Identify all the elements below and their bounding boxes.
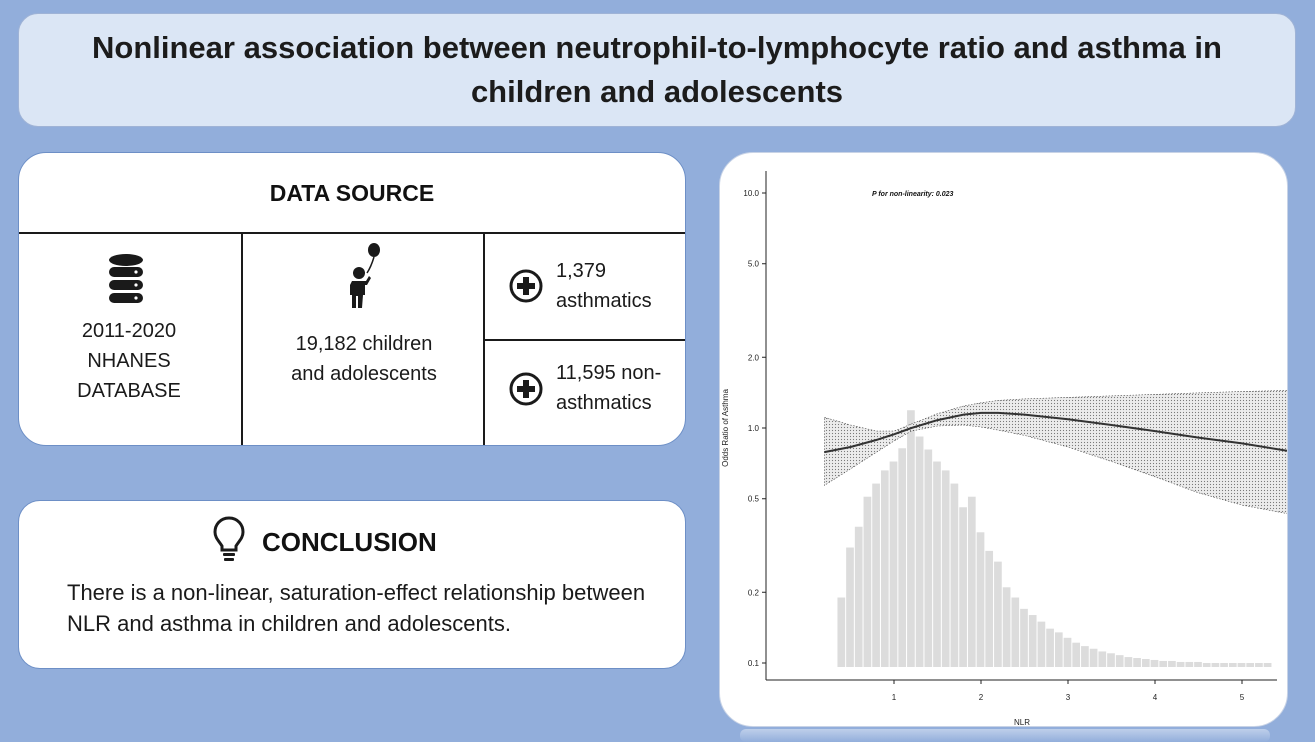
histogram-bar — [1255, 663, 1263, 667]
database-icon — [109, 254, 143, 303]
conclusion-text: There is a non-linear, saturation-effect… — [67, 580, 646, 636]
histogram-bar — [907, 410, 915, 667]
y-tick-label: 2.0 — [748, 353, 760, 362]
y-ticks: 0.1 0.2 0.5 1.0 2.0 5.0 10.0 — [743, 189, 766, 668]
histogram-bar — [1054, 632, 1063, 667]
histogram-bar — [1037, 621, 1046, 667]
histogram-bar — [1124, 657, 1133, 667]
histogram-bar — [898, 448, 907, 667]
chart-panel: 0.1 0.2 0.5 1.0 2.0 5.0 10.0 1 2 3 4 5 P for non-l… — [719, 152, 1288, 727]
histogram-bar — [1133, 658, 1141, 667]
histogram-bar — [1211, 663, 1220, 667]
histogram-bar — [994, 561, 1002, 667]
odds-ratio-line — [824, 411, 1287, 454]
plus-circle-icon — [509, 269, 543, 303]
conclusion-heading: CONCLUSION — [262, 527, 437, 557]
histogram-bar — [1176, 661, 1185, 667]
histogram-bar — [1028, 615, 1037, 667]
y-axis-title: Odds Ratio of Asthma — [721, 389, 730, 467]
y-tick-label: 0.2 — [748, 588, 760, 597]
asthmatics-text: 1,379 asthmatics — [556, 260, 652, 312]
histogram-bar — [889, 461, 898, 667]
y-tick-label: 5.0 — [748, 260, 760, 269]
divider — [19, 232, 685, 234]
child-balloon-icon — [350, 243, 380, 308]
histogram-bar — [1150, 659, 1159, 667]
histogram-bar — [1046, 628, 1054, 667]
histogram-bar — [950, 483, 959, 667]
x-tick-label: 4 — [1153, 693, 1158, 702]
p-value-annotation: P for non-linearity: 0.023 — [872, 191, 954, 198]
histogram-bar — [1072, 642, 1081, 667]
histogram-bar — [1002, 587, 1011, 667]
data-source-heading: DATA SOURCE — [269, 179, 435, 206]
histogram-bar — [1263, 663, 1272, 667]
histogram-bar — [1115, 655, 1124, 667]
histogram-bar — [1228, 663, 1237, 667]
database-text: 2011-2020 NHANES DATABASE — [77, 320, 181, 402]
histogram-bar — [1107, 653, 1115, 667]
chart-reflection — [740, 729, 1270, 742]
divider — [241, 233, 243, 445]
y-tick-label: 10.0 — [743, 189, 759, 198]
histogram-bar — [1168, 660, 1176, 667]
y-tick-label: 0.1 — [748, 659, 760, 668]
x-axis-title: NLR — [1014, 718, 1030, 727]
histogram-bar — [846, 547, 854, 667]
histogram-bar — [967, 496, 976, 667]
spline-chart: 0.1 0.2 0.5 1.0 2.0 5.0 10.0 1 2 3 4 5 P for non-l… — [721, 171, 1287, 727]
population-text: 19,182 children and adolescents — [291, 333, 437, 385]
data-source-panel: DATA SOURCE 2011-2020 NHANES DATABASE 19… — [18, 152, 686, 446]
histogram-bar — [985, 550, 994, 667]
histogram-bar — [1020, 608, 1028, 667]
histogram-bar — [1202, 663, 1211, 667]
x-tick-label: 5 — [1240, 693, 1245, 702]
y-tick-label: 0.5 — [748, 495, 760, 504]
page-title: Nonlinear association between neutrophil… — [92, 30, 1222, 109]
histogram-bar — [1220, 663, 1228, 667]
divider — [484, 339, 685, 341]
histogram-bar — [1089, 648, 1098, 667]
non-asthmatics-text: 11,595 non- asthmatics — [556, 362, 662, 414]
histogram-bar — [1063, 637, 1072, 667]
histogram-bar — [1246, 663, 1255, 667]
histogram-bar — [976, 532, 985, 667]
title-banner: Nonlinear association between neutrophil… — [18, 13, 1296, 127]
x-tick-label: 1 — [892, 693, 897, 702]
lightbulb-icon — [213, 516, 245, 561]
histogram-bar — [1098, 651, 1107, 667]
plus-circle-icon — [509, 372, 543, 406]
x-ticks: 1 2 3 4 5 — [892, 680, 1245, 702]
histogram-bar — [854, 526, 863, 667]
histogram-bar — [872, 483, 880, 667]
histogram-bar — [1194, 661, 1202, 667]
histogram-bar — [1011, 597, 1020, 667]
confidence-band — [824, 390, 1287, 514]
histogram-bar — [1141, 658, 1150, 667]
histogram-bar — [1159, 660, 1168, 667]
histogram-bar — [1081, 646, 1089, 667]
conclusion-panel: CONCLUSION There is a non-linear, satura… — [18, 500, 686, 669]
histogram-bar — [1237, 663, 1246, 667]
histogram-bar — [1185, 661, 1194, 667]
x-tick-label: 3 — [1066, 693, 1071, 702]
histogram-bar — [941, 470, 950, 667]
histogram-bar — [924, 449, 933, 667]
histogram-bar — [837, 597, 846, 667]
histogram — [837, 410, 1272, 667]
histogram-bar — [863, 496, 872, 667]
x-tick-label: 2 — [979, 693, 984, 702]
y-tick-label: 1.0 — [748, 424, 760, 433]
histogram-bar — [880, 470, 889, 667]
histogram-bar — [915, 436, 924, 667]
histogram-bar — [959, 507, 967, 667]
histogram-bar — [933, 461, 941, 667]
